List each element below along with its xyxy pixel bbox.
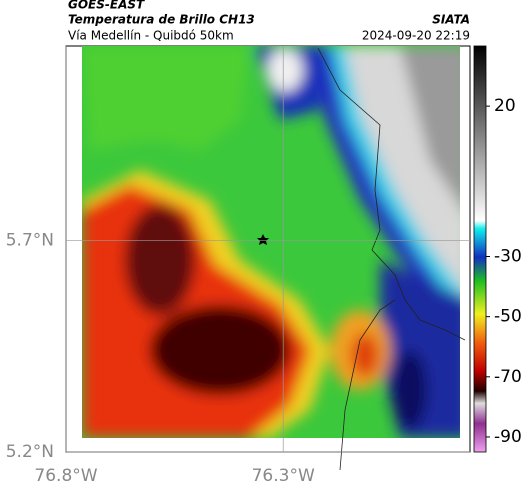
city-marker (257, 234, 269, 245)
colorbar (473, 45, 487, 453)
x-tick-label: 76.8°W (34, 466, 97, 486)
coastline (317, 47, 466, 471)
title: GOES-EAST (68, 0, 145, 12)
source: SIATA (432, 13, 470, 27)
timestamp: 2024-09-20 22:19 (362, 29, 470, 43)
satellite-image (82, 46, 460, 438)
colorbar-tick-label: 20 (494, 96, 516, 116)
y-tick-label: 5.2°N (6, 442, 54, 462)
route: Vía Medellín - Quibdó 50km (68, 29, 234, 43)
x-tick-label: 76.3°W (252, 466, 315, 486)
colorbar-tick-label: -50 (494, 307, 522, 327)
colorbar-tick-label: -30 (494, 247, 522, 267)
colorbar-tick-label: -70 (494, 367, 522, 387)
subtitle: Temperatura de Brillo CH13 (68, 13, 255, 27)
colorbar-tick-label: -90 (494, 427, 522, 447)
y-tick-label: 5.7°N (6, 231, 54, 251)
